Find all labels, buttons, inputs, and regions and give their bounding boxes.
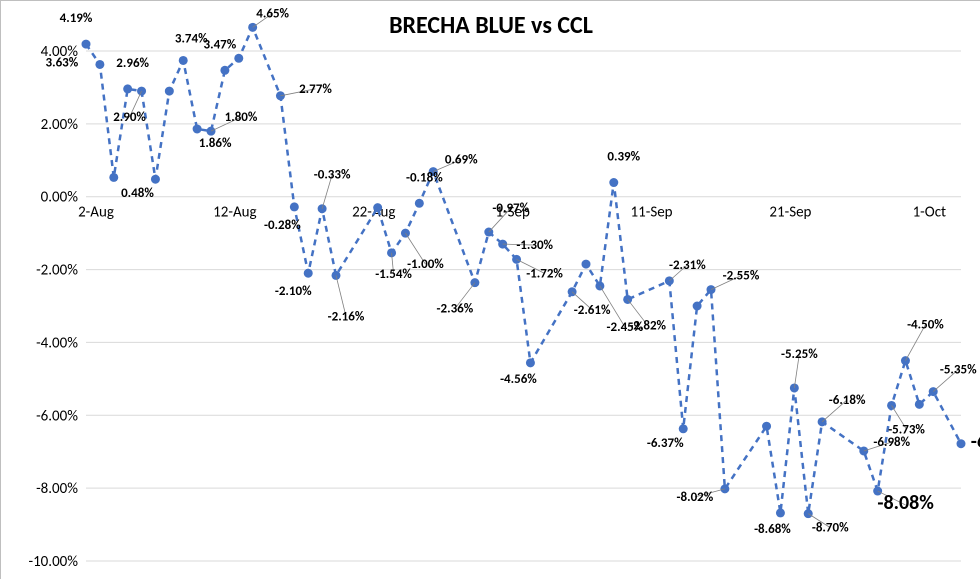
- data-marker: [609, 178, 618, 187]
- data-marker: [123, 84, 132, 93]
- data-label: -1.72%: [526, 266, 563, 281]
- data-label: 2.90%: [113, 110, 146, 125]
- data-marker: [304, 269, 313, 278]
- data-label: -6.78%: [971, 430, 980, 454]
- y-tick-label: -8.00%: [36, 480, 78, 498]
- chart-title: BRECHA BLUE vs CCL: [389, 11, 593, 40]
- data-label: 3.63%: [46, 55, 79, 70]
- data-marker: [193, 124, 202, 133]
- data-label: 3.47%: [204, 37, 237, 52]
- data-label: -0.28%: [264, 218, 301, 233]
- data-label: -2.61%: [574, 303, 611, 318]
- data-label: 2.96%: [116, 56, 149, 71]
- y-tick-label: 2.00%: [41, 116, 79, 134]
- data-label: -4.56%: [500, 372, 537, 387]
- data-marker: [762, 422, 771, 431]
- data-label: -6.18%: [829, 393, 866, 408]
- data-label: -8.08%: [877, 491, 934, 515]
- y-tick-label: -4.00%: [36, 334, 78, 352]
- data-marker: [582, 260, 591, 269]
- x-tick-label: 11-Sep: [631, 204, 673, 222]
- data-label: 0.39%: [607, 150, 640, 165]
- data-marker: [165, 87, 174, 96]
- data-marker: [915, 400, 924, 409]
- data-label: -1.00%: [407, 257, 444, 272]
- data-marker: [415, 199, 424, 208]
- data-label: -5.25%: [781, 347, 818, 362]
- data-label: -8.02%: [677, 490, 714, 505]
- x-tick-label: 2-Aug: [78, 204, 114, 222]
- data-marker: [679, 424, 688, 433]
- data-label: 1.86%: [199, 136, 232, 151]
- data-marker: [526, 358, 535, 367]
- data-label: 2.77%: [299, 82, 332, 97]
- data-marker: [95, 60, 104, 69]
- data-label: -2.10%: [275, 284, 312, 299]
- chart-svg: 4.00%2.00%0.00%-2.00%-4.00%-6.00%-8.00%-…: [1, 1, 980, 580]
- data-label: 0.69%: [445, 153, 478, 168]
- data-marker: [179, 56, 188, 65]
- data-label: 4.65%: [256, 6, 289, 21]
- data-label: -6.37%: [647, 436, 684, 451]
- data-label: 0.48%: [121, 186, 154, 201]
- data-label: -2.82%: [629, 318, 666, 333]
- data-label: -0.33%: [314, 168, 351, 183]
- x-tick-label: 1-Oct: [913, 204, 947, 222]
- data-marker: [693, 302, 702, 311]
- data-label: -5.35%: [940, 363, 977, 378]
- data-label: -8.70%: [812, 521, 849, 536]
- data-label: -5.73%: [888, 422, 925, 437]
- data-marker: [776, 508, 785, 517]
- data-marker: [109, 173, 118, 182]
- y-tick-label: -6.00%: [36, 407, 78, 425]
- x-tick-label: 21-Sep: [769, 204, 811, 222]
- data-marker: [290, 202, 299, 211]
- data-label: 1.80%: [225, 110, 258, 125]
- y-tick-label: -10.00%: [28, 553, 78, 571]
- data-label: -0.97%: [492, 201, 529, 216]
- data-label: -1.30%: [516, 238, 553, 253]
- data-label: 4.19%: [60, 11, 93, 26]
- data-label: -2.16%: [328, 309, 365, 324]
- x-tick-label: 12-Aug: [213, 204, 256, 222]
- y-tick-label: -2.00%: [36, 262, 78, 280]
- chart-container: 4.00%2.00%0.00%-2.00%-4.00%-6.00%-8.00%-…: [0, 0, 980, 579]
- data-label: -2.31%: [669, 258, 706, 273]
- data-label: -2.36%: [437, 302, 474, 317]
- y-tick-label: 0.00%: [41, 189, 79, 207]
- data-marker: [82, 40, 91, 49]
- data-label: -8.68%: [754, 522, 791, 537]
- data-marker: [373, 203, 382, 212]
- data-marker: [957, 439, 966, 448]
- data-marker: [220, 66, 229, 75]
- data-marker: [151, 175, 160, 184]
- data-label: -2.55%: [723, 269, 760, 284]
- data-label: -0.18%: [406, 170, 443, 185]
- data-marker: [234, 54, 243, 63]
- data-label: -4.50%: [907, 318, 944, 333]
